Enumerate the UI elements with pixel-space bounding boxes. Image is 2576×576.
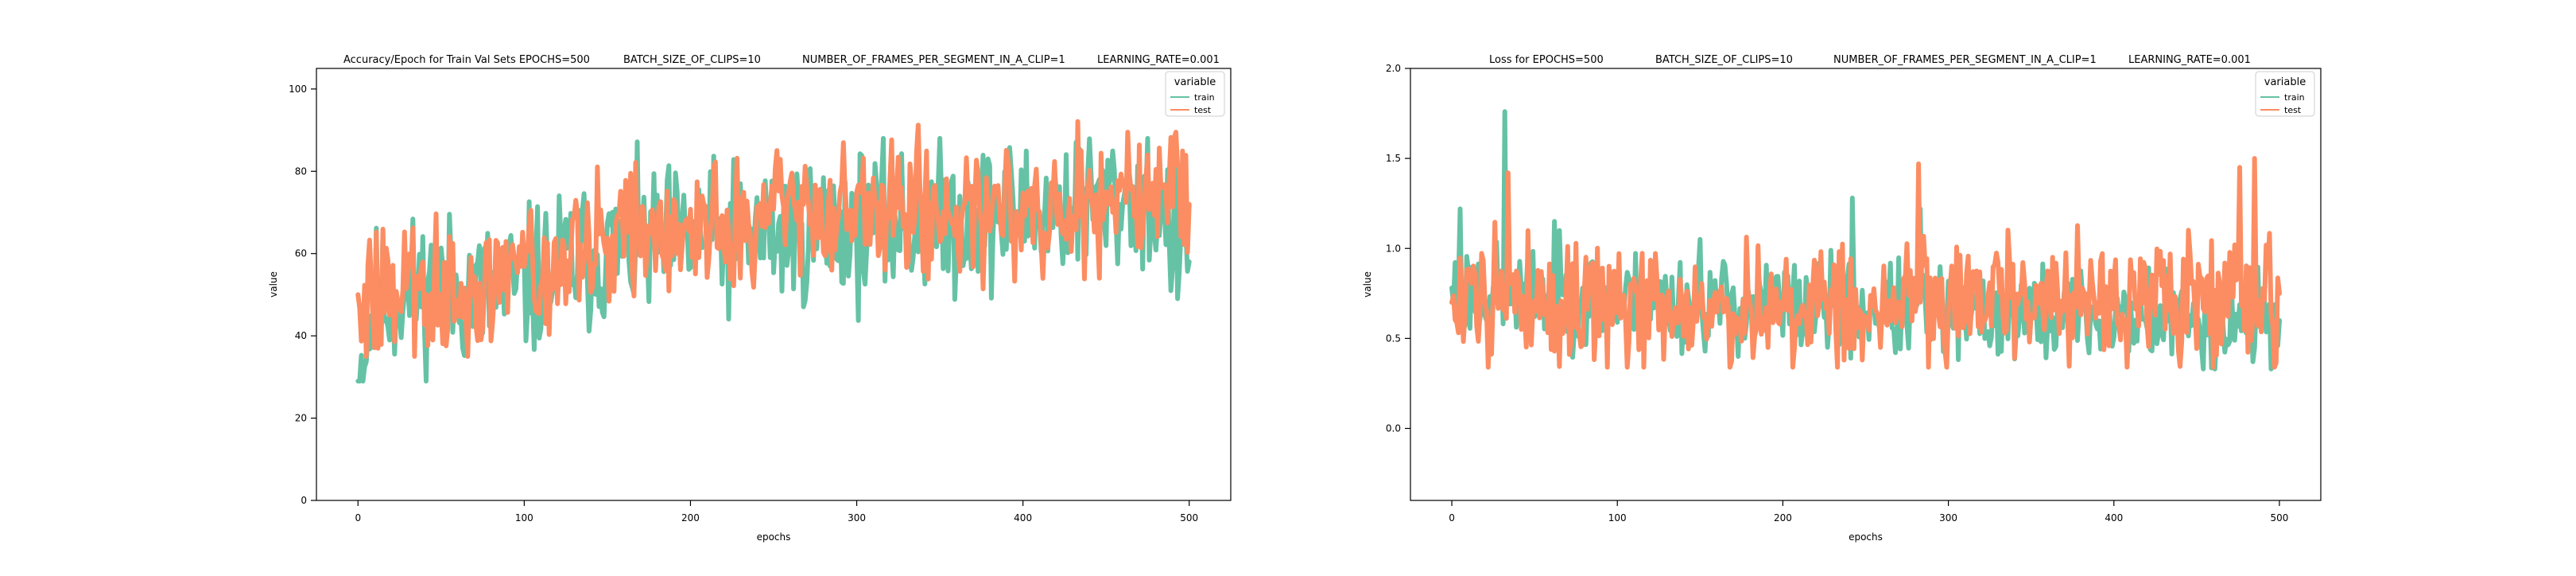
legend-title: variable [2264, 76, 2306, 88]
legend-label-test: test [2284, 105, 2302, 115]
y-tick-label: 80 [295, 165, 307, 177]
legend-label-train: train [2284, 92, 2305, 103]
x-tick-label: 0 [355, 512, 361, 523]
y-tick-label: 0.0 [1386, 423, 1401, 434]
legend-label-train: train [1194, 92, 1215, 103]
y-tick-label: 40 [295, 330, 307, 341]
x-tick-label: 0 [1449, 512, 1455, 523]
y-axis-label: value [268, 271, 279, 298]
y-tick-label: 1.5 [1386, 153, 1401, 164]
x-tick-label: 300 [848, 512, 866, 523]
y-tick-label: 20 [295, 413, 307, 424]
series-line-test [1449, 156, 2282, 370]
y-tick-label: 0 [301, 495, 307, 506]
legend-label-test: test [1194, 105, 1212, 115]
legend: variable train test [2255, 71, 2315, 117]
x-axis-label: epochs [1849, 531, 1883, 543]
chart-title-part-2: BATCH_SIZE_OF_CLIPS=10 [623, 54, 761, 66]
x-tick-label: 200 [681, 512, 700, 523]
chart-title-part-4: LEARNING_RATE=0.001 [1097, 54, 1220, 66]
x-tick-label: 500 [2271, 512, 2289, 523]
plot-frame [316, 68, 1232, 501]
y-tick-label: 1.0 [1386, 243, 1401, 254]
chart-title-part-3: NUMBER_OF_FRAMES_PER_SEGMENT_IN_A_CLIP=1 [802, 54, 1065, 66]
x-tick-label: 300 [1939, 512, 1957, 523]
legend-frame [1165, 71, 1225, 117]
x-axis-label: epochs [757, 531, 791, 543]
y-axis-label: value [1362, 271, 1373, 298]
x-tick-label: 200 [1774, 512, 1792, 523]
chart-title-part-4: LEARNING_RATE=0.001 [2128, 54, 2251, 66]
legend-title: variable [1174, 76, 1216, 88]
x-tick-label: 100 [515, 512, 533, 523]
plot-frame [1410, 68, 2322, 501]
chart-title-part-2: BATCH_SIZE_OF_CLIPS=10 [1655, 54, 1793, 66]
y-tick-label: 60 [295, 248, 307, 259]
y-tick-label: 100 [289, 84, 307, 95]
x-tick-label: 400 [2105, 512, 2123, 523]
y-tick-label: 0.5 [1386, 333, 1401, 344]
chart-panel-1: 0 100 200 300 400 500 0 20 40 60 80 100 epochs value A… [268, 54, 1232, 543]
series-line-test [355, 119, 1192, 359]
x-tick-label: 100 [1608, 512, 1627, 523]
legend-frame [2255, 71, 2315, 117]
chart-panel-2: 0 100 200 300 400 500 0.0 0.5 1.0 1.5 2.0 epochs val… [1362, 54, 2322, 543]
y-tick-label: 2.0 [1386, 63, 1401, 74]
chart-title-part-1: Accuracy/Epoch for Train Val Sets EPOCHS… [343, 54, 590, 66]
chart-title-part-1: Loss for EPOCHS=500 [1489, 54, 1604, 66]
x-tick-label: 500 [1180, 512, 1198, 523]
legend: variable train test [1165, 71, 1225, 117]
chart-title-part-3: NUMBER_OF_FRAMES_PER_SEGMENT_IN_A_CLIP=1 [1833, 54, 2097, 66]
x-tick-label: 400 [1014, 512, 1032, 523]
